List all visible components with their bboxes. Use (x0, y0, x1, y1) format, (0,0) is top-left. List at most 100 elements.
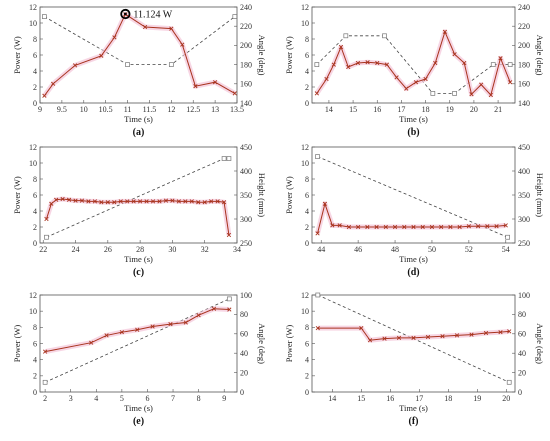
angle-marker (168, 62, 174, 67)
y2-tick-label: 240 (518, 3, 530, 12)
power-marker (118, 199, 123, 204)
power-marker (73, 198, 78, 203)
y2-tick-label: 220 (518, 22, 530, 31)
x-tick-label: 54 (502, 245, 510, 254)
power-marker (92, 199, 98, 204)
y-tick-label: 12 (301, 143, 309, 152)
angle-marker (42, 379, 48, 385)
chart-panel-1: 9 9.5 10 10.5 11 11.5 12 12.5 13 13.5 0 2 4 6 8 10 12 140… (12, 3, 267, 138)
y-tick-label: 0 (33, 239, 37, 248)
power-marker (508, 80, 513, 85)
x-tick-label: 18 (444, 394, 452, 403)
y-axis-title: Power (W) (12, 36, 22, 74)
power-marker (112, 200, 117, 205)
power-marker (442, 29, 448, 34)
y-axis-title: Power (W) (284, 36, 294, 74)
power-marker (346, 224, 352, 230)
power-marker (331, 62, 336, 67)
angle-marker (315, 292, 321, 298)
x-tick-label: 44 (317, 245, 325, 254)
power-marker (382, 336, 387, 341)
y2-tick-label: 160 (518, 80, 530, 89)
y2-tick-label: 220 (240, 22, 252, 31)
power-marker (104, 333, 109, 338)
height-marker (226, 156, 232, 161)
peak-marker-center (123, 12, 127, 16)
y-tick-label: 10 (301, 19, 309, 28)
power-series-line (43, 13, 236, 97)
power-marker (494, 224, 499, 229)
x-tick-label: 3 (69, 394, 73, 403)
y2-tick-label: 0 (240, 388, 244, 397)
panel-label: (e) (133, 416, 144, 427)
x-tick-label: 10.5 (99, 105, 113, 114)
power-marker (86, 199, 91, 204)
power-marker (503, 223, 508, 228)
power-marker (440, 334, 445, 339)
power-marker (392, 224, 398, 230)
y-tick-label: 0 (305, 99, 309, 108)
x-tick-label: 14 (325, 105, 333, 114)
y-tick-label: 8 (305, 35, 309, 44)
y2-tick-label: 160 (240, 80, 252, 89)
y2-tick-label: 100 (518, 291, 530, 300)
y-tick-label: 4 (33, 355, 37, 364)
y2-tick-label: 200 (240, 41, 252, 50)
panel-label: (a) (133, 127, 145, 138)
power-marker (142, 24, 148, 30)
power-marker (150, 199, 156, 204)
y2-axis-title: Height (mm) (535, 173, 545, 217)
power-marker (359, 326, 364, 331)
power-marker (105, 200, 110, 205)
chart-panel-3: 22 24 26 28 30 32 34024681012250300350400450Ti… (12, 143, 267, 278)
x-tick-label: 18 (422, 105, 430, 114)
peak-marker (120, 8, 131, 20)
power-marker (89, 340, 94, 345)
power-marker (54, 197, 59, 202)
angle-marker (507, 62, 513, 67)
x-tick-label: 52 (465, 245, 473, 254)
x-tick-label: 4 (94, 394, 98, 403)
power-marker (119, 330, 124, 335)
panel-label: (d) (407, 267, 419, 278)
power-marker (374, 224, 379, 230)
y-tick-label: 12 (29, 291, 37, 300)
power-marker (131, 199, 136, 204)
power-marker (411, 335, 416, 340)
power-marker (44, 216, 49, 222)
y-tick-label: 6 (305, 51, 309, 60)
power-marker (183, 199, 188, 204)
x-tick-label: 46 (354, 245, 362, 254)
y2-tick-label: 200 (518, 41, 530, 50)
power-marker (176, 199, 181, 204)
power-marker (439, 224, 444, 230)
x-tick-label: 26 (104, 245, 112, 254)
power-marker (479, 82, 484, 87)
power-marker (452, 52, 457, 57)
y2-tick-label: 180 (518, 60, 530, 69)
y-tick-label: 2 (305, 372, 309, 381)
power-marker (168, 321, 173, 327)
y-tick-label: 10 (29, 307, 37, 316)
x-tick-label: 19 (473, 394, 481, 403)
y2-tick-label: 100 (240, 291, 252, 300)
y-tick-label: 0 (305, 388, 309, 397)
y2-tick-label: 450 (518, 143, 530, 152)
power-marker (383, 224, 388, 230)
chart-panel-6: 14 15 16 17 18 19 20 0 2 4 6 8 10 12 0 20 40 60 80 100 Time … (284, 291, 545, 427)
y2-axis-title: Angle (deg) (257, 35, 267, 76)
y2-tick-label: 450 (240, 143, 252, 152)
y-tick-label: 4 (305, 67, 309, 76)
power-marker (150, 324, 155, 329)
y-tick-label: 8 (33, 35, 37, 44)
y2-tick-label: 40 (518, 349, 526, 358)
x-axis-title: Time (s) (124, 403, 153, 413)
y2-tick-label: 250 (240, 239, 252, 248)
angle-marker (430, 91, 436, 96)
power-marker (196, 313, 201, 318)
power-series-glow (314, 29, 513, 98)
x-axis-title: Time (s) (124, 114, 153, 124)
panel-label: (b) (407, 127, 419, 138)
x-tick-label: 5 (120, 394, 124, 403)
y2-axis-title: Angle (deg) (535, 323, 545, 364)
